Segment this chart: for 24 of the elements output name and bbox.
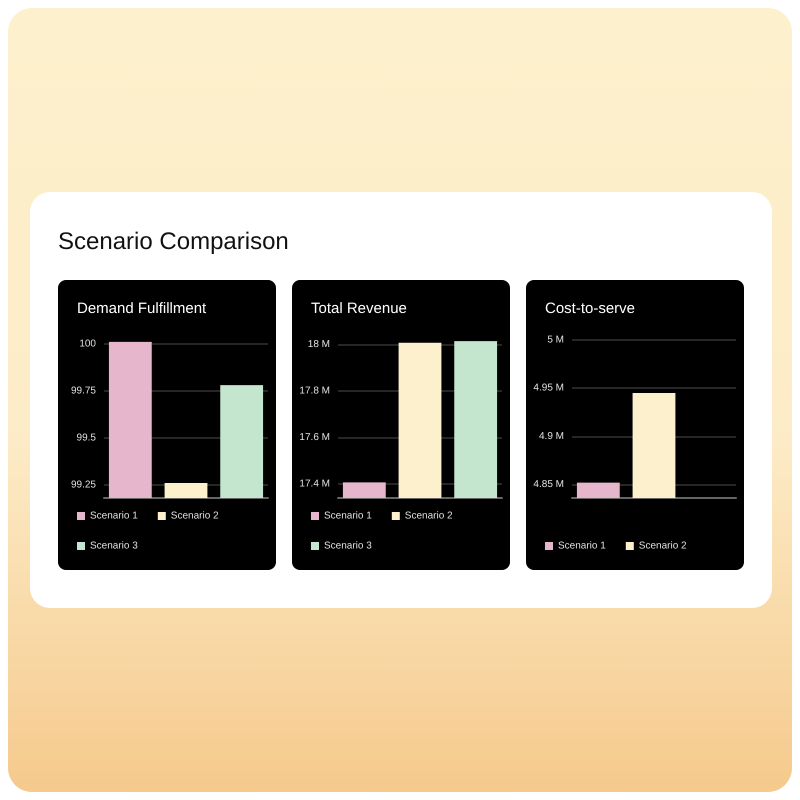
legend-label: Scenario 1 — [324, 510, 372, 522]
text: Scenario Comparison — [58, 228, 290, 256]
y-tick-label: 4.95 M — [533, 382, 564, 394]
y-tick-label: 99.5 — [76, 432, 96, 444]
y-tick-label: 99.75 — [70, 385, 96, 396]
y-tick-label: 17.4 M — [299, 478, 330, 490]
legend-label: Scenario 1 — [90, 510, 138, 522]
y-tick-label: 99.25 — [70, 479, 96, 490]
y-tick-label: 17.6 M — [299, 432, 330, 444]
legend-label: Scenario 3 — [324, 540, 372, 552]
legend-label: Scenario 1 — [558, 540, 606, 552]
legend-label: Scenario 3 — [90, 540, 138, 552]
chart-title: Cost-to-serve — [545, 300, 636, 317]
y-tick-label: 18 M — [308, 339, 330, 350]
chart-title: Total Revenue — [311, 300, 407, 317]
y-tick-label: 5 M — [547, 334, 564, 346]
chart-title: Demand Fulfillment — [77, 300, 208, 317]
legend-label: Scenario 2 — [404, 510, 454, 522]
y-tick-label: 4.85 M — [533, 479, 564, 490]
y-tick-label: 100 — [79, 338, 96, 350]
y-tick-label: 4.9 M — [538, 430, 564, 442]
legend-label: Scenario 2 — [170, 510, 220, 522]
y-tick-label: 17.8 M — [299, 386, 330, 397]
legend-label: Scenario 2 — [638, 540, 688, 552]
